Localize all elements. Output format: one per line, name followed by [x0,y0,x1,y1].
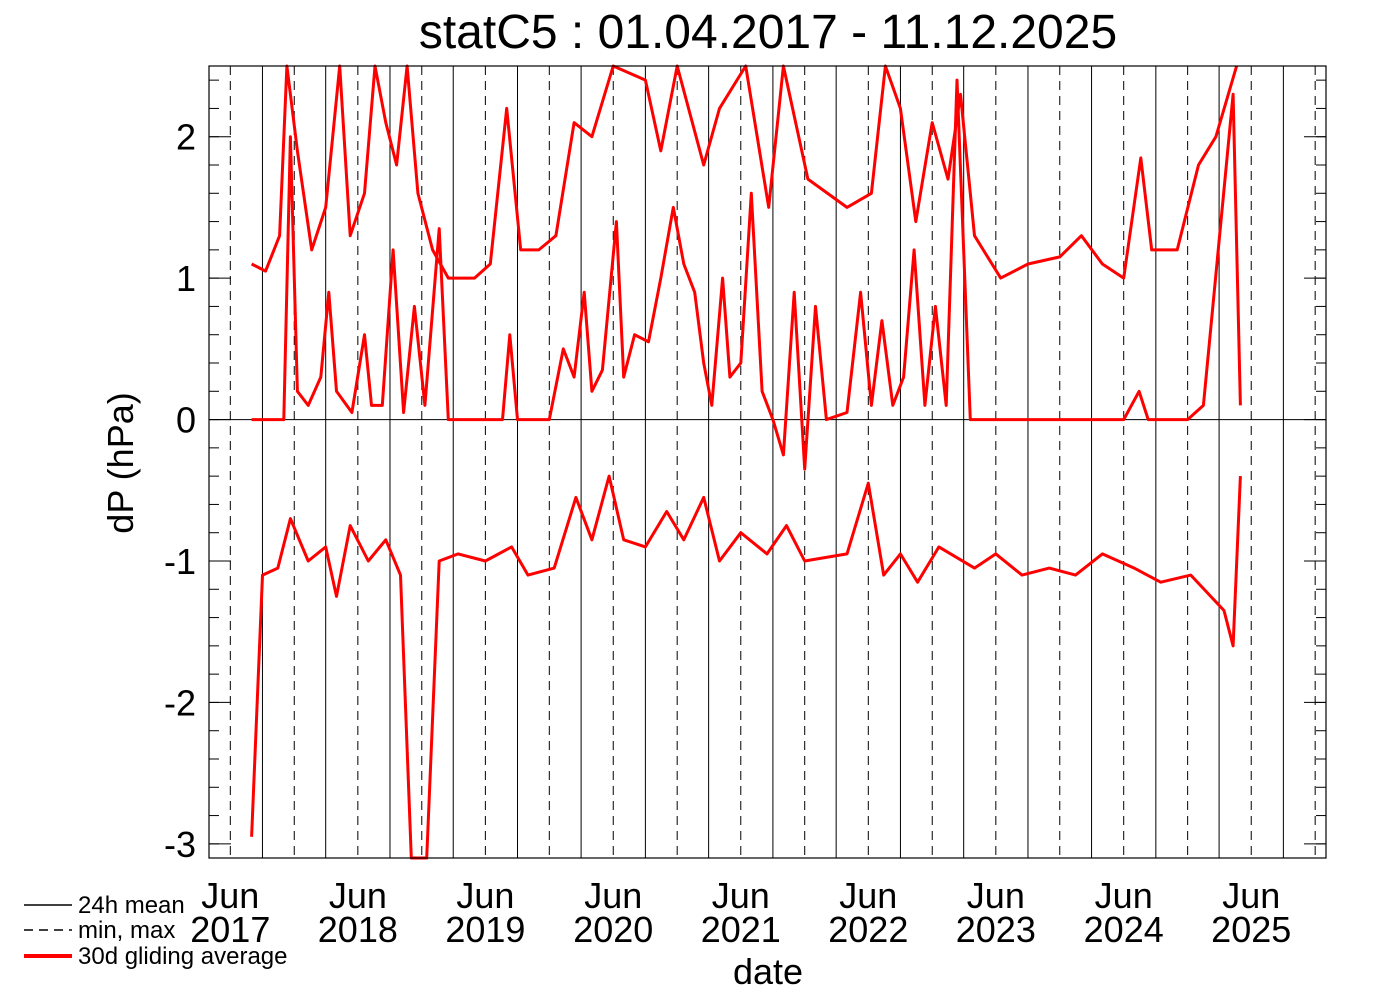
y-tick-label: -3 [164,824,196,865]
y-tick-label: -2 [164,682,196,723]
x-axis-label: date [733,951,803,992]
x-tick-label-month: Jun [1222,875,1280,916]
x-tick-label-year: 2025 [1211,909,1291,950]
y-tick-label: -1 [164,541,196,582]
legend-label: min, max [78,917,175,944]
series-line-1 [250,64,1239,280]
x-tick-label-year: 2024 [1084,909,1164,950]
x-tick-label-month: Jun [967,875,1025,916]
axis-ticks: 210-1-2-3Jun2017Jun2018Jun2019Jun2020Jun… [164,79,1326,950]
x-tick-label-month: Jun [584,875,642,916]
x-tick-label-year: 2021 [701,909,781,950]
plot-frame [208,65,1327,859]
x-tick-label-month: Jun [456,875,514,916]
x-tick-label-month: Jun [839,875,897,916]
x-tick-label-month: Jun [201,875,259,916]
x-tick-label-month: Jun [329,875,387,916]
chart-title: statC5 : 01.04.2017 - 11.12.2025 [419,6,1117,59]
series-line-0 [251,78,1242,471]
x-tick-label-year: 2020 [573,909,653,950]
x-tick-label-year: 2023 [956,909,1036,950]
x-tick-label-year: 2018 [318,909,398,950]
series-curves [250,64,1242,860]
series-line-2 [250,474,1242,860]
y-tick-label: 0 [176,400,196,441]
y-tick-label: 2 [176,117,196,158]
month-gridlines [209,66,1326,858]
y-axis-label: dP (hPa) [100,392,141,533]
x-tick-label-year: 2022 [828,909,908,950]
x-tick-label-month: Jun [712,875,770,916]
legend-label: 30d gliding average [78,943,288,970]
y-tick-label: 1 [176,258,196,299]
x-tick-label-year: 2017 [190,909,270,950]
x-tick-label-year: 2019 [445,909,525,950]
x-tick-label-month: Jun [1095,875,1153,916]
legend-label: 24h mean [78,892,185,919]
